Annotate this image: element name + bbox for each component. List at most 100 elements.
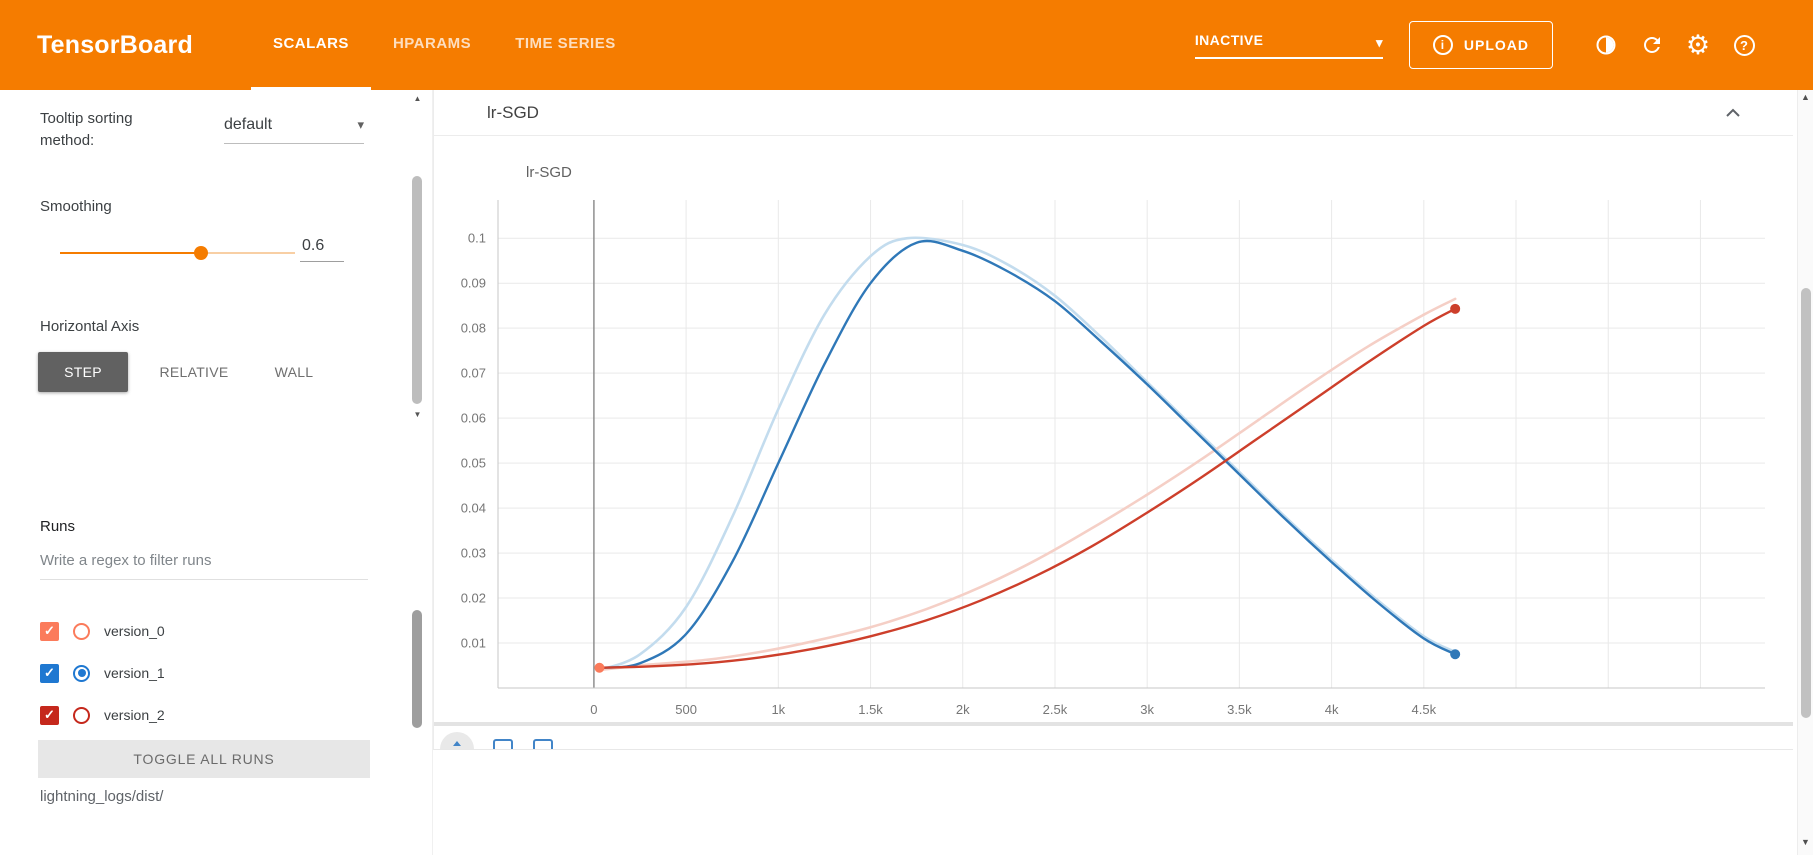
- svg-text:0.07: 0.07: [461, 366, 486, 381]
- tab-time-series[interactable]: TIME SERIES: [493, 0, 638, 90]
- tab-time-series-label: TIME SERIES: [515, 35, 616, 52]
- toggle-all-runs-button[interactable]: TOGGLE ALL RUNS: [38, 740, 370, 778]
- tab-hparams[interactable]: HPARAMS: [371, 0, 493, 90]
- chart-toolbar: [440, 732, 554, 750]
- refresh-icon: [1644, 37, 1660, 53]
- axis-relative-button[interactable]: RELATIVE: [140, 352, 248, 392]
- run-row-version-2[interactable]: ✓ version_2: [40, 694, 400, 736]
- status-dropdown-value: INACTIVE: [1194, 31, 1264, 48]
- run-checkbox[interactable]: ✓: [40, 663, 59, 683]
- svg-text:0.05: 0.05: [461, 456, 486, 471]
- card-title: lr-SGD: [487, 102, 539, 122]
- svg-text:0: 0: [590, 702, 597, 717]
- smoothing-label: Smoothing: [40, 198, 112, 215]
- scroll-up-icon[interactable]: ▲: [413, 94, 422, 103]
- axis-wall-label: WALL: [274, 364, 314, 380]
- svg-text:0.04: 0.04: [461, 501, 486, 516]
- run-name: version_1: [104, 665, 165, 681]
- topbar-right: INACTIVE ▾ i UPLOAD ⚙: [1194, 21, 1767, 69]
- scalar-card-lr-sgd: lr-SGD lr-SGD 0.01 0.02 0.03 0.04 0.05 0.06 0.…: [433, 90, 1793, 750]
- svg-text:0.01: 0.01: [461, 636, 486, 651]
- info-icon: i: [1432, 35, 1453, 55]
- upload-button[interactable]: i UPLOAD: [1408, 21, 1553, 69]
- theme-toggle-button[interactable]: [1583, 22, 1629, 68]
- lr-sgd-chart[interactable]: 0.01 0.02 0.03 0.04 0.05 0.06 0.07 0.08 0.09 0.1 0…: [434, 190, 1793, 720]
- chevron-up-icon: [1726, 108, 1740, 117]
- run-checkbox[interactable]: ✓: [40, 621, 59, 641]
- horizontal-axis-label: Horizontal Axis: [40, 318, 140, 335]
- chart-title: lr-SGD: [526, 164, 572, 181]
- main-content: lr-SGD lr-SGD 0.01 0.02 0.03 0.04 0.05 0.06 0.…: [433, 90, 1795, 855]
- runs-heading: Runs: [40, 518, 76, 535]
- tooltip-sorting-label: Tooltip sorting method:: [40, 110, 133, 149]
- help-button[interactable]: ?: [1721, 22, 1767, 68]
- expand-chart-button[interactable]: [440, 732, 474, 749]
- svg-text:0.03: 0.03: [461, 546, 486, 561]
- scroll-up-icon[interactable]: ▲: [1801, 92, 1810, 102]
- axis-wall-button[interactable]: WALL: [258, 352, 330, 392]
- svg-text:1k: 1k: [771, 702, 785, 717]
- refresh-button[interactable]: [1629, 22, 1675, 68]
- fullscreen-chart-icon[interactable]: [532, 738, 554, 750]
- axis-relative-label: RELATIVE: [159, 364, 229, 380]
- svg-text:4k: 4k: [1325, 702, 1339, 717]
- page-scrollbar-thumb[interactable]: [1801, 288, 1811, 718]
- topbar: TensorBoard SCALARS HPARAMS TIME SERIES …: [0, 0, 1813, 90]
- upload-button-label: UPLOAD: [1463, 37, 1529, 53]
- theme-toggle-icon: [1596, 35, 1616, 55]
- tab-scalars-label: SCALARS: [272, 35, 349, 52]
- run-radio[interactable]: [73, 622, 90, 640]
- svg-text:2k: 2k: [956, 702, 970, 717]
- svg-text:4.5k: 4.5k: [1412, 702, 1437, 717]
- run-radio[interactable]: [73, 706, 90, 724]
- run-name: version_0: [104, 623, 165, 639]
- smoothing-slider-fill: [60, 252, 201, 254]
- app-logo: TensorBoard: [37, 30, 193, 59]
- run-checkbox[interactable]: ✓: [40, 705, 59, 725]
- pin-chart-icon[interactable]: [492, 738, 514, 750]
- status-dropdown[interactable]: INACTIVE ▾: [1194, 31, 1383, 59]
- tooltip-sorting-dropdown[interactable]: default ▾: [224, 116, 364, 144]
- smoothing-value-input[interactable]: [300, 234, 344, 262]
- tooltip-sorting-value: default: [224, 116, 273, 133]
- axis-step-label: STEP: [64, 364, 102, 380]
- scroll-down-icon[interactable]: ▼: [1801, 837, 1810, 847]
- runs-filter-input[interactable]: [40, 546, 368, 580]
- smoothing-slider[interactable]: [60, 245, 295, 261]
- card-header: lr-SGD: [434, 90, 1793, 136]
- settings-scrollbar[interactable]: ▲ ▼: [410, 94, 425, 424]
- scroll-down-icon[interactable]: ▼: [413, 410, 422, 419]
- svg-text:0.08: 0.08: [461, 321, 486, 336]
- runs-scrollbar[interactable]: [410, 608, 425, 732]
- tab-hparams-label: HPARAMS: [392, 35, 472, 52]
- page-scrollbar[interactable]: ▲ ▼: [1797, 90, 1813, 855]
- run-row-version-0[interactable]: ✓ version_0: [40, 610, 400, 652]
- horizontal-scrollbar[interactable]: [434, 722, 1793, 726]
- axis-step-button[interactable]: STEP: [38, 352, 128, 392]
- gear-icon: ⚙: [1685, 29, 1711, 60]
- settings-scrollbar-thumb[interactable]: [412, 176, 422, 404]
- smoothing-slider-thumb[interactable]: [194, 246, 208, 260]
- svg-text:0.06: 0.06: [461, 411, 486, 426]
- main-tabs: SCALARS HPARAMS TIME SERIES: [250, 0, 638, 90]
- caret-down-icon: ▾: [1375, 34, 1383, 50]
- svg-text:2.5k: 2.5k: [1043, 702, 1068, 717]
- caret-down-icon: ▾: [357, 117, 364, 132]
- runs-scrollbar-thumb[interactable]: [412, 610, 422, 728]
- svg-text:0.09: 0.09: [461, 276, 486, 291]
- run-name: version_2: [104, 707, 165, 723]
- svg-text:1.5k: 1.5k: [858, 702, 883, 717]
- logdir-path: lightning_logs/dist/: [40, 788, 164, 805]
- svg-text:3.5k: 3.5k: [1227, 702, 1252, 717]
- run-radio[interactable]: [73, 664, 90, 682]
- expand-icon: [453, 741, 461, 746]
- svg-text:0.1: 0.1: [468, 231, 486, 246]
- run-row-version-1[interactable]: ✓ version_1: [40, 652, 400, 694]
- svg-text:0.02: 0.02: [461, 591, 486, 606]
- svg-text:3k: 3k: [1140, 702, 1154, 717]
- settings-button[interactable]: ⚙: [1675, 22, 1721, 68]
- settings-sidebar: Tooltip sorting method: default ▾ Smooth…: [0, 90, 433, 855]
- tab-scalars[interactable]: SCALARS: [250, 0, 371, 90]
- collapse-card-button[interactable]: [1725, 108, 1741, 118]
